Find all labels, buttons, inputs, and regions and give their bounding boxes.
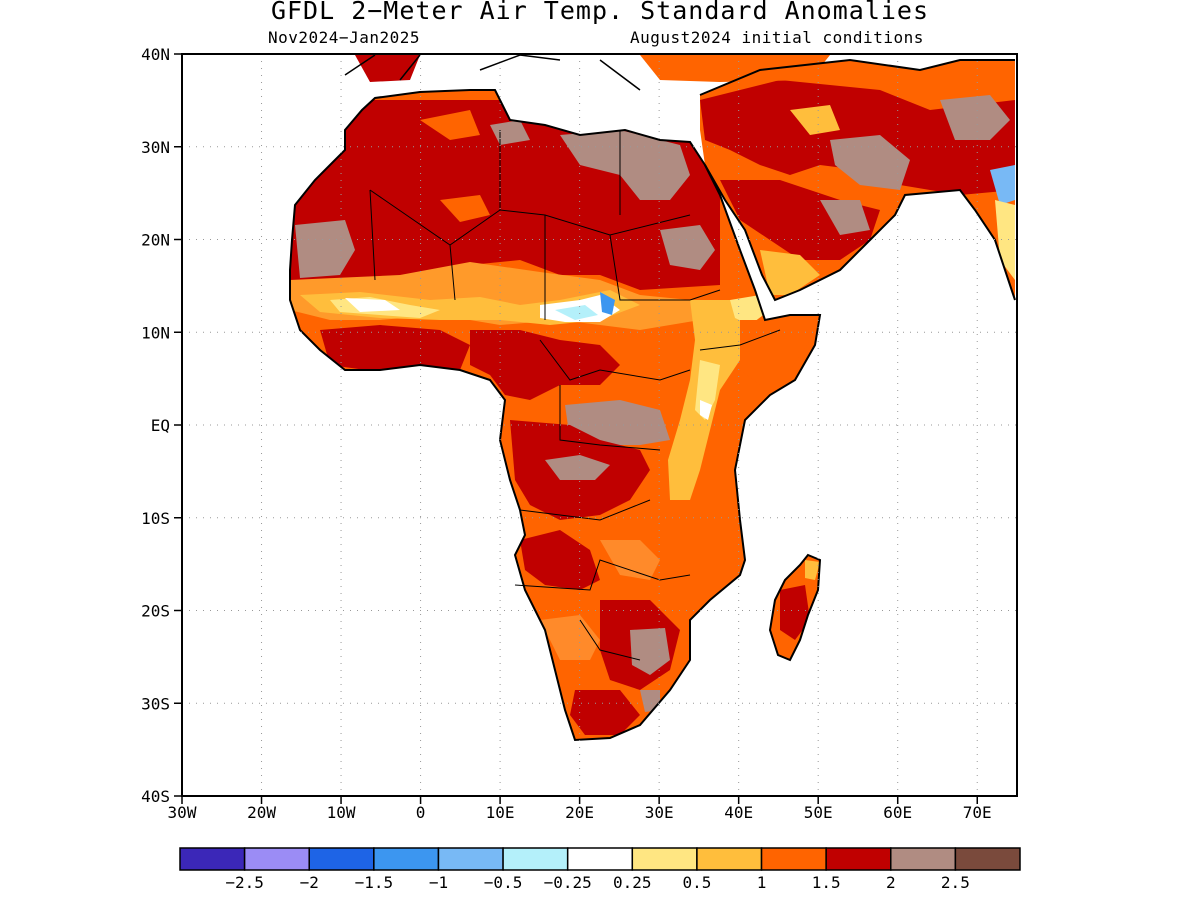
legend-swatch: [760, 847, 827, 871]
color-legend: −2.5 −2 −1.5 −1 −0.5 −0.25 0.25 0.5 1 1.5 2 2.5: [179, 847, 1021, 892]
lon-label: 40E: [724, 803, 753, 822]
legend-swatch: [631, 847, 698, 871]
lon-label: 50E: [804, 803, 833, 822]
legend-label: 0.5: [682, 873, 711, 892]
legend-label: −1: [429, 873, 448, 892]
lon-label: 10W: [327, 803, 356, 822]
forecast-period: Nov2024−Jan2025: [268, 28, 420, 47]
lon-label: 0: [416, 803, 426, 822]
legend-swatch: [437, 847, 504, 871]
arabia-coastline: [699, 58, 1016, 302]
lon-label: 30W: [168, 803, 197, 822]
lat-label: 30N: [141, 138, 170, 157]
graticule: [174, 53, 1017, 804]
lat-label: EQ: [151, 416, 170, 435]
legend-swatch: [373, 847, 440, 871]
legend-swatch: [566, 847, 634, 871]
legend-swatch: [308, 847, 375, 871]
europe-coastline: [344, 54, 641, 91]
legend-swatch: [890, 847, 957, 871]
anatolia-anomaly: [640, 55, 830, 82]
lat-label: 20N: [141, 231, 170, 250]
lat-label: 10N: [141, 323, 170, 342]
longitude-labels: 30W 20W 10W 0 10E 20E 30E 40E 50E 60E 70E: [168, 803, 992, 822]
lat-label: 40S: [141, 787, 170, 806]
legend-label: 1.5: [812, 873, 841, 892]
iberia-anomaly: [355, 55, 420, 82]
lat-label: 20S: [141, 602, 170, 621]
legend-swatch: [825, 847, 892, 871]
initial-conditions: August2024 initial conditions: [630, 28, 924, 47]
country-borders: [369, 130, 781, 661]
legend-swatch: [954, 847, 1021, 871]
madagascar-coastline: [768, 553, 822, 662]
legend-label: 2: [886, 873, 896, 892]
legend-label: 1: [757, 873, 767, 892]
lon-label: 10E: [486, 803, 515, 822]
lat-label: 10S: [141, 509, 170, 528]
lat-label: 40N: [141, 45, 170, 64]
legend-label: −1.5: [355, 873, 394, 892]
legend-swatch: [696, 847, 763, 871]
map-frame: [181, 53, 1018, 797]
lat-label: 30S: [141, 694, 170, 713]
legend-label: −0.5: [484, 873, 523, 892]
lon-label: 70E: [963, 803, 992, 822]
map-title: GFDL 2−Meter Air Temp. Standard Anomalie…: [270, 0, 930, 25]
lon-label: 60E: [883, 803, 912, 822]
legend-label: 0.25: [613, 873, 652, 892]
africa-coastline: [289, 89, 822, 742]
legend-label: 2.5: [941, 873, 970, 892]
legend-swatch: [243, 847, 310, 871]
legend-label: −2.5: [225, 873, 264, 892]
legend-label: −2: [300, 873, 319, 892]
lon-label: 20E: [565, 803, 594, 822]
latitude-labels: 40N 30N 20N 10N EQ 10S 20S 30S 40S: [141, 45, 170, 806]
legend-swatch: [502, 847, 569, 871]
lon-label: 30E: [645, 803, 674, 822]
lon-label: 20W: [247, 803, 276, 822]
legend-swatch: [179, 847, 246, 871]
legend-label: −0.25: [544, 873, 592, 892]
